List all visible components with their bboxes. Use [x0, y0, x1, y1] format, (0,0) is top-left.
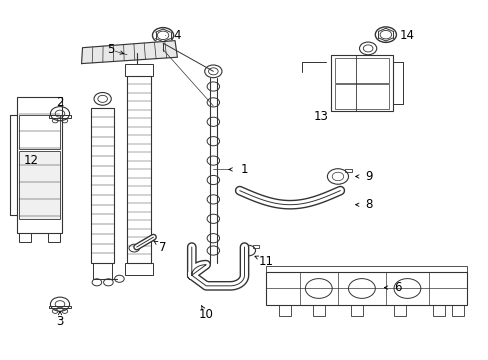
- Bar: [279, 305, 291, 316]
- Bar: [19, 115, 60, 149]
- Bar: [17, 97, 62, 233]
- Text: 1: 1: [240, 163, 248, 176]
- Bar: [124, 263, 153, 275]
- Text: 5: 5: [106, 43, 114, 56]
- Bar: [451, 305, 463, 316]
- Text: 8: 8: [365, 198, 372, 211]
- Bar: [124, 64, 153, 76]
- Bar: [265, 266, 467, 272]
- Text: 13: 13: [313, 110, 328, 123]
- Bar: [394, 305, 406, 316]
- Bar: [19, 152, 60, 219]
- Bar: [330, 55, 392, 111]
- Text: 3: 3: [56, 315, 63, 328]
- Bar: [19, 233, 31, 242]
- Bar: [312, 305, 325, 316]
- Text: 4: 4: [173, 29, 181, 42]
- Bar: [48, 233, 60, 242]
- Text: 9: 9: [365, 170, 372, 183]
- Text: 12: 12: [24, 154, 39, 167]
- Polygon shape: [81, 41, 177, 64]
- Bar: [253, 244, 258, 248]
- Bar: [330, 55, 355, 111]
- Text: 6: 6: [393, 281, 401, 294]
- Bar: [49, 115, 70, 118]
- Bar: [49, 306, 70, 309]
- Text: 7: 7: [159, 240, 166, 253]
- Text: 14: 14: [399, 29, 414, 42]
- Bar: [91, 108, 114, 263]
- Text: 11: 11: [258, 255, 273, 267]
- Text: 10: 10: [198, 307, 213, 320]
- Bar: [93, 263, 112, 279]
- Bar: [334, 58, 388, 83]
- Bar: [334, 84, 388, 109]
- Text: 2: 2: [56, 96, 63, 109]
- Bar: [351, 305, 363, 316]
- Bar: [127, 76, 151, 263]
- Bar: [345, 169, 351, 172]
- Bar: [265, 272, 467, 305]
- Bar: [432, 305, 444, 316]
